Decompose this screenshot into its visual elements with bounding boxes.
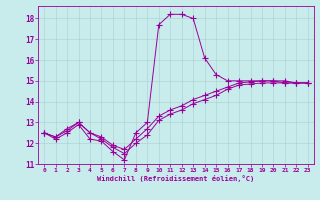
X-axis label: Windchill (Refroidissement éolien,°C): Windchill (Refroidissement éolien,°C)	[97, 175, 255, 182]
